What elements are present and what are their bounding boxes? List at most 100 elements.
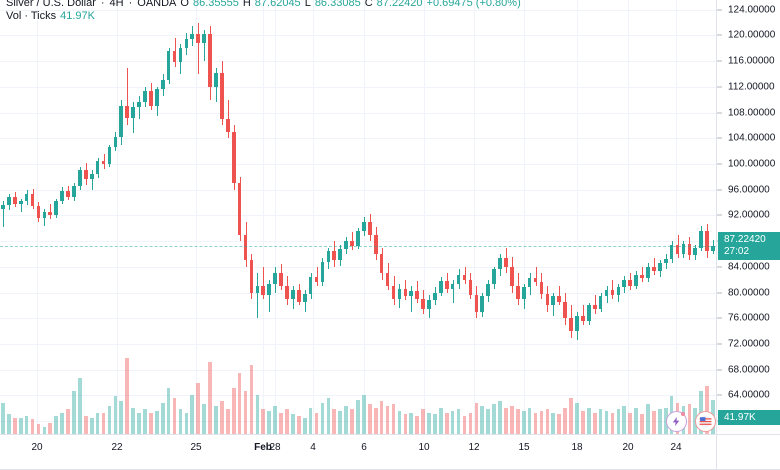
candle-body <box>450 283 455 289</box>
time-scale[interactable]: 20 22 25 28 Feb 4 6 10 12 15 18 20 24 <box>0 411 780 470</box>
grid-line-horizontal <box>0 138 716 140</box>
candle-body <box>711 246 715 252</box>
candle-body <box>409 291 414 297</box>
price-tick-label: 100.00000 <box>728 158 776 170</box>
chart-plot-area[interactable] <box>0 0 716 434</box>
price-tick-label: 104.00000 <box>728 132 776 144</box>
candle-body <box>149 90 153 107</box>
candle-body <box>628 279 633 287</box>
candle-body <box>320 261 325 283</box>
candle-body <box>693 247 698 256</box>
candle-body <box>72 185 76 197</box>
us-flag-icon[interactable] <box>695 411 716 432</box>
volume-bar <box>575 402 579 434</box>
candle-body <box>581 315 585 321</box>
price-tick-mark <box>717 369 722 371</box>
candle-body <box>113 136 118 148</box>
grid-line-vertical <box>524 0 525 434</box>
volume-bar <box>551 412 556 434</box>
current-price-line <box>0 246 716 248</box>
candle-wick <box>92 170 93 190</box>
candle-body <box>433 292 437 301</box>
volume-bar <box>356 399 360 434</box>
candle-body <box>24 193 29 202</box>
candle-body <box>705 230 709 252</box>
volume-bar <box>338 411 343 434</box>
candle-body <box>255 286 260 293</box>
volume-bar <box>196 383 201 434</box>
volume-bar <box>604 411 609 434</box>
volume-bar <box>592 412 597 434</box>
volume-bar <box>302 417 307 434</box>
candle-body <box>344 241 348 249</box>
candle-body <box>521 287 526 299</box>
grid-line-horizontal <box>0 86 716 88</box>
price-scale[interactable]: 87.22420 27:02 41.97K 124.00000 120.00000… <box>716 0 780 434</box>
volume-bar <box>492 404 496 434</box>
candle-body <box>368 221 372 235</box>
volume-bar <box>628 412 633 434</box>
time-tick-label: 24 <box>670 442 682 453</box>
candle-body <box>486 283 490 297</box>
grid-line-horizontal <box>0 189 716 191</box>
candle-wick <box>536 266 537 287</box>
price-tick-label: 84.00000 <box>728 261 770 273</box>
volume-bar <box>510 406 514 434</box>
volume-bar <box>421 409 425 434</box>
candle-body <box>202 34 206 44</box>
time-tick-label: 20 <box>622 442 634 453</box>
volume-bar <box>362 394 366 434</box>
candle-body <box>557 296 561 302</box>
candle-body <box>604 289 609 297</box>
volume-bar <box>687 404 692 434</box>
candle-body <box>569 318 573 332</box>
volume-bar <box>48 422 53 434</box>
volume-bar <box>208 361 212 434</box>
volume-bar <box>137 412 141 434</box>
grid-line-vertical <box>628 0 629 434</box>
candle-body <box>154 89 159 107</box>
candle-body <box>415 291 419 299</box>
candle-body <box>332 251 337 261</box>
candle-body <box>119 106 124 137</box>
volume-bar <box>474 402 479 434</box>
volume-bar <box>444 412 449 434</box>
grid-line-horizontal <box>0 421 716 423</box>
candle-body <box>397 288 402 299</box>
candle-body <box>296 289 301 302</box>
candle-body <box>291 289 295 299</box>
volume-bar <box>78 378 82 434</box>
volume-bar <box>391 404 396 434</box>
volume-bar <box>610 412 615 434</box>
candle-body <box>137 102 141 108</box>
time-tick-label: 25 <box>190 442 202 453</box>
grid-line-horizontal <box>0 215 716 217</box>
volume-bar <box>468 412 473 434</box>
grid-line-vertical <box>275 0 276 434</box>
volume-bar <box>243 391 248 434</box>
volume-bar <box>184 412 189 434</box>
lightning-bolt-icon[interactable] <box>666 411 687 432</box>
volume-bar <box>231 388 236 434</box>
candle-body <box>326 251 331 262</box>
grid-line-horizontal <box>0 9 716 11</box>
volume-bar <box>521 411 526 434</box>
time-tick-label: 10 <box>418 442 430 453</box>
candle-wick <box>595 295 596 315</box>
candle-body <box>36 205 41 218</box>
scale-corner <box>716 434 780 470</box>
grid-line-horizontal <box>0 61 716 63</box>
candle-body <box>231 131 236 184</box>
grid-line-horizontal <box>0 163 716 165</box>
candle-body <box>592 305 597 310</box>
volume-bar <box>462 415 467 434</box>
volume-bar <box>504 407 508 434</box>
volume-bar <box>160 402 165 434</box>
volume-bar <box>12 417 17 434</box>
candle-body <box>220 72 224 119</box>
candle-body <box>190 34 195 40</box>
volume-bar <box>385 406 390 434</box>
candle-body <box>515 286 520 299</box>
candle-body <box>48 211 53 216</box>
candle-wick <box>411 286 412 312</box>
